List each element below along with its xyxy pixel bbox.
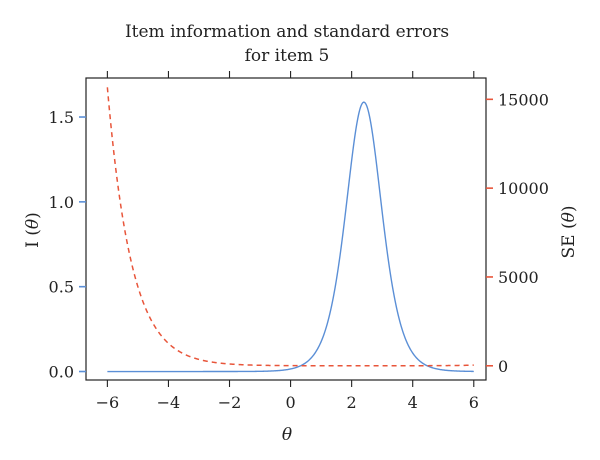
y-right-tick-label: 10000 <box>498 179 549 198</box>
y-left-tick-label: 1.5 <box>49 108 74 127</box>
y-right-axis-label: SE (θ) <box>559 206 579 259</box>
chart-title-line2: for item 5 <box>245 46 330 66</box>
x-tick-label: 0 <box>285 393 295 412</box>
y-left-axis-label: I (θ) <box>23 212 43 248</box>
x-tick-label: 2 <box>347 393 357 412</box>
y-right-tick-label: 5000 <box>498 268 539 287</box>
x-tick-label: −4 <box>157 393 181 412</box>
standard-error-curve <box>106 87 474 367</box>
y-left-axis-ticks: 0.0 0.5 1.0 1.5 <box>49 108 86 382</box>
x-tick-label: −2 <box>218 393 242 412</box>
x-axis-ticks: −6 −4 −2 0 2 4 6 <box>96 71 479 412</box>
y-right-tick-label: 0 <box>498 357 508 376</box>
y-left-label-var: θ <box>23 219 43 229</box>
y-left-tick-label: 0.5 <box>49 278 74 297</box>
plot-frame <box>85 77 487 381</box>
x-tick-label: 6 <box>469 393 479 412</box>
information-curve <box>107 101 474 373</box>
y-left-tick-label: 1.0 <box>49 193 74 212</box>
x-tick-label: 4 <box>408 393 418 412</box>
y-right-label-var: θ <box>559 212 579 222</box>
x-tick-label: −6 <box>96 393 120 412</box>
y-left-label-prefix: I ( <box>23 229 43 248</box>
y-right-tick-label: 15000 <box>498 90 549 109</box>
y-right-label-suffix: ) <box>559 206 579 213</box>
chart-title-line1: Item information and standard errors <box>125 22 449 42</box>
y-left-tick-label: 0.0 <box>49 363 74 382</box>
y-right-label-prefix: SE ( <box>559 222 579 258</box>
y-right-axis-ticks: 0 5000 10000 15000 <box>486 90 549 376</box>
x-axis-label: θ <box>282 425 292 445</box>
y-left-label-suffix: ) <box>23 212 43 219</box>
